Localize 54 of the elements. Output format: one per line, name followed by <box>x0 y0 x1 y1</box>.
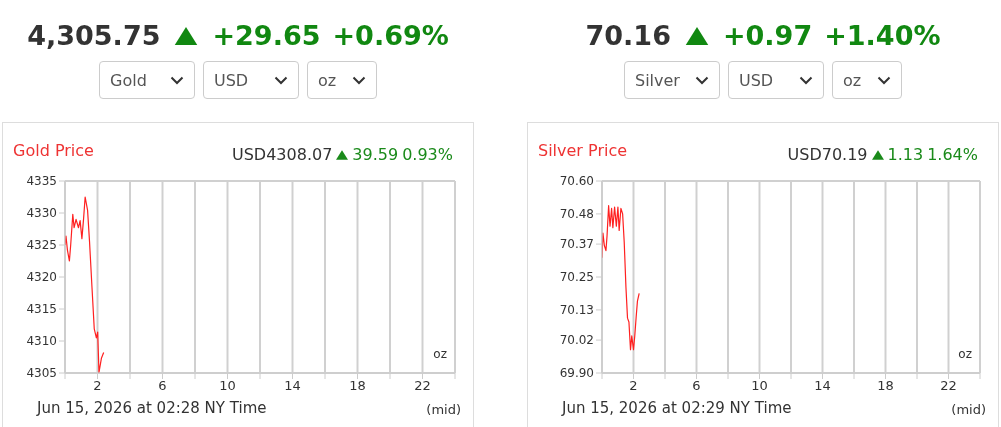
text: USD <box>739 70 774 90</box>
y-tick-label: 70.60 <box>559 174 594 189</box>
text: 4,305.75 <box>27 20 161 51</box>
y-tick-label: 70.25 <box>559 270 594 285</box>
x-tick-label: 10 <box>219 378 236 394</box>
x-tick-label: 14 <box>284 378 301 394</box>
y-tick-label: 70.02 <box>559 333 594 348</box>
chart-title: Silver Price <box>538 141 628 160</box>
text: USD4308.07 <box>232 145 333 164</box>
x-tick-label: 2 <box>629 378 638 394</box>
y-tick-label: 4335 <box>26 174 57 189</box>
text: Gold <box>110 70 147 90</box>
x-tick-label: 18 <box>349 378 366 394</box>
y-tick-label: 4325 <box>26 238 57 253</box>
text: Silver <box>635 70 680 90</box>
text: 0.93% <box>402 145 453 164</box>
x-tick-label: 10 <box>751 378 768 394</box>
y-tick-label: 69.90 <box>559 366 594 381</box>
line-series <box>65 196 105 373</box>
y-tick-label: 4315 <box>26 302 57 317</box>
text: 70.16 <box>585 20 671 51</box>
y-tick-label: 4330 <box>26 206 57 221</box>
x-tick-label: 6 <box>158 378 167 394</box>
annotation: oz <box>958 347 972 361</box>
x-axis-title: Jun 15, 2026 at 02:29 NY Time <box>562 399 792 417</box>
y-tick-label: 70.13 <box>559 303 594 318</box>
text: +0.97 <box>722 20 813 51</box>
y-tick-label: 4320 <box>26 270 57 285</box>
text: USD <box>214 70 249 90</box>
text: oz <box>318 70 337 90</box>
text: +29.65 <box>212 20 321 51</box>
x-axis-title: Jun 15, 2026 at 02:28 NY Time <box>37 399 267 417</box>
text: (mid) <box>951 402 986 417</box>
x-tick-label: 2 <box>93 378 102 394</box>
text: +1.40% <box>824 20 941 51</box>
text: +0.69% <box>332 20 449 51</box>
text: USD70.19 <box>787 145 868 164</box>
annotation: oz <box>433 347 447 361</box>
text: 39.59 <box>352 145 399 164</box>
y-tick-label: 70.48 <box>559 207 594 222</box>
chart-title: Gold Price <box>13 141 94 160</box>
text: 1.13 <box>887 145 924 164</box>
y-tick-label: 4305 <box>26 366 57 381</box>
x-tick-label: 22 <box>414 378 431 394</box>
x-tick-label: 22 <box>940 378 957 394</box>
x-tick-label: 14 <box>814 378 831 394</box>
text: (mid) <box>426 402 461 417</box>
text: 1.64% <box>927 145 978 164</box>
x-tick-label: 6 <box>692 378 701 394</box>
y-tick-label: 4310 <box>26 334 57 349</box>
line-series <box>602 205 640 351</box>
text: oz <box>843 70 862 90</box>
x-tick-label: 18 <box>877 378 894 394</box>
y-tick-label: 70.37 <box>559 237 594 252</box>
